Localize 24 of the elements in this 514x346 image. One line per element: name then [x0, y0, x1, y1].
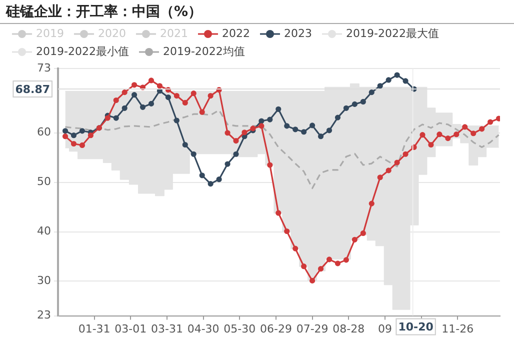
y-tick-label: 60: [36, 126, 51, 139]
legend-label: 2019-2022最大值: [346, 26, 439, 41]
legend-label: 2023: [284, 27, 312, 40]
y-tick-label: 23: [36, 308, 51, 322]
legend-label: 2022: [222, 27, 250, 40]
x-tick-label: 01-31: [78, 322, 110, 336]
y-tick-label: 50: [36, 175, 51, 188]
legend-label: 2019-2022均值: [162, 44, 245, 59]
x-tick-label: 05-30: [224, 322, 256, 336]
ref-line-label: 68.87: [15, 82, 50, 96]
ref-line-label: 10-20: [398, 320, 434, 334]
x-tick-label: 06-29: [260, 322, 292, 336]
x-tick-label: 09: [378, 322, 392, 336]
x-tick-label: 03-31: [151, 322, 183, 336]
x-tick-label: 03-01: [114, 322, 147, 336]
legend-label: 2019-2022最小值: [36, 44, 129, 59]
x-tick-label: 08-28: [332, 322, 365, 336]
x-tick-label: 04-30: [187, 322, 220, 336]
x-tick-label: 11-26: [442, 322, 474, 336]
chart-title: 硅锰企业：开工率：中国（%）: [0, 0, 514, 24]
y-tick-label: 40: [36, 224, 51, 238]
x-tick-label: 07-29: [296, 322, 328, 336]
y-tick-label: 30: [36, 274, 51, 288]
y-tick-label: 73: [36, 61, 51, 74]
